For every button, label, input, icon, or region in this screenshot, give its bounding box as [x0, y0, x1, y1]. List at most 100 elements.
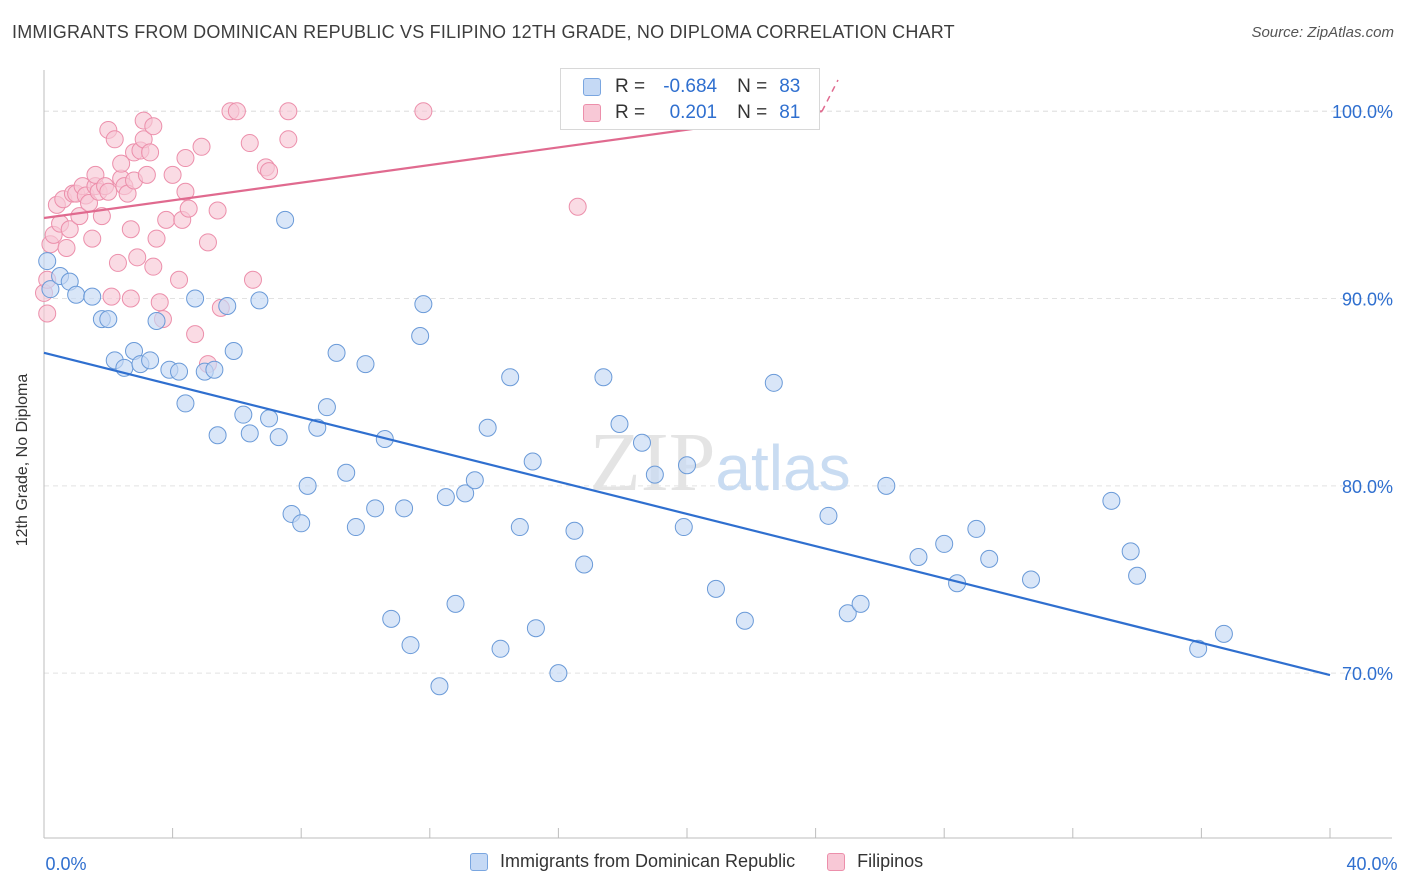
dominican-series [38, 210, 1233, 696]
filipinos-point [121, 289, 140, 308]
pink-swatch [583, 104, 601, 122]
filipinos-point [179, 199, 198, 218]
dominican-point [478, 418, 497, 437]
dominican-point [99, 310, 118, 329]
legend-item-dominican[interactable]: Immigrants from Dominican Republic [470, 851, 795, 872]
dominican-point [575, 555, 594, 574]
dominican-point [260, 409, 279, 428]
dominican-point [430, 677, 449, 696]
filipinos-point [147, 229, 166, 248]
dominican-point [967, 519, 986, 538]
dominican-point [411, 326, 430, 345]
filipinos-point [170, 270, 189, 289]
chart-title: IMMIGRANTS FROM DOMINICAN REPUBLIC VS FI… [12, 22, 955, 42]
correlation-legend: R = -0.684 N = 83 R = 0.201 N = 81 [560, 68, 820, 130]
filipinos-point [128, 248, 147, 267]
x-tick-label: 40.0% [1346, 854, 1397, 874]
filipinos-point [92, 207, 111, 226]
y-tick-label: 100.0% [1332, 102, 1393, 122]
dominican-point [218, 297, 237, 316]
dominican-point [1128, 566, 1147, 585]
filipinos-point [108, 253, 127, 272]
dominican-point [877, 476, 896, 495]
dominican-point [1022, 570, 1041, 589]
dominican-point [674, 518, 693, 537]
filipinos-point [60, 220, 79, 239]
dominican-point [395, 499, 414, 518]
y-tick-label: 90.0% [1342, 290, 1393, 310]
n-value: 83 [779, 76, 801, 97]
filipinos-point [150, 293, 169, 312]
dominican-point [308, 418, 327, 437]
dominican-point [141, 351, 160, 370]
filipinos-point [144, 117, 163, 136]
dominican-point [208, 426, 227, 445]
x-tick-label: 0.0% [45, 854, 86, 874]
tick-labels: 100.0% 90.0% 80.0% 70.0% 0.0% 40.0% [45, 102, 1397, 874]
y-axis-label: 12th Grade, No Diploma [14, 373, 31, 547]
dominican-point [170, 362, 189, 381]
watermark: ZIPatlas [589, 416, 850, 509]
dominican-point [980, 549, 999, 568]
dominican-point [549, 664, 568, 683]
filipinos-point [163, 165, 182, 184]
dominican-point [819, 506, 838, 525]
filipinos-point [208, 201, 227, 220]
dominican-point [292, 514, 311, 533]
filipinos-point [38, 304, 57, 323]
filipinos-point [243, 270, 262, 289]
dominican-point [346, 518, 365, 537]
filipinos-point [186, 325, 205, 344]
filipinos-point [279, 130, 298, 149]
filipinos-point [102, 287, 121, 306]
legend-item-filipinos[interactable]: Filipinos [827, 851, 923, 872]
dominican-point [276, 210, 295, 229]
dominican-point [234, 405, 253, 424]
legend-row-blue: R = -0.684 N = 83 [583, 75, 800, 99]
filipinos-point [157, 210, 176, 229]
dominican-point [465, 471, 484, 490]
legend-label: Immigrants from Dominican Republic [500, 851, 796, 871]
n-label: N = [737, 102, 768, 123]
filipinos-point [99, 182, 118, 201]
dominican-point [41, 280, 60, 299]
filipinos-point [144, 257, 163, 276]
n-value: 81 [779, 102, 801, 123]
filipinos-point [414, 102, 433, 121]
dominican-point [356, 355, 375, 374]
filipinos-point [192, 137, 211, 156]
filipinos-point [260, 162, 279, 181]
dominican-point [337, 463, 356, 482]
legend-row-pink: R = 0.201 N = 81 [583, 101, 800, 125]
filipinos-point [279, 102, 298, 121]
dominican-point [436, 488, 455, 507]
filipinos-series [35, 102, 587, 374]
dominican-point [735, 611, 754, 630]
filipinos-point [112, 154, 131, 173]
dominican-point [147, 312, 166, 331]
dominican-point [632, 433, 651, 452]
dominican-point [501, 368, 520, 387]
dominican-point [224, 341, 243, 360]
dominican-point [83, 287, 102, 306]
r-label: R = [615, 102, 646, 123]
blue-swatch [583, 78, 601, 96]
dominican-point [317, 398, 336, 417]
dominican-point [1102, 491, 1121, 510]
pink-swatch [827, 852, 846, 871]
dominican-point [706, 579, 725, 598]
dominican-point [269, 428, 288, 447]
r-label: R = [615, 76, 646, 97]
dominican-point [645, 465, 664, 484]
dominican-point [38, 252, 57, 271]
filipinos-point [141, 143, 160, 162]
dominican-point [240, 424, 259, 443]
dominican-point [1121, 542, 1140, 561]
dominican-point [678, 456, 696, 475]
y-tick-label: 80.0% [1342, 477, 1393, 497]
dominican-point [366, 499, 385, 518]
filipinos-point [121, 220, 140, 239]
blue-swatch [470, 852, 488, 871]
y-tick-label: 70.0% [1342, 664, 1393, 684]
dominican-point [382, 609, 401, 628]
